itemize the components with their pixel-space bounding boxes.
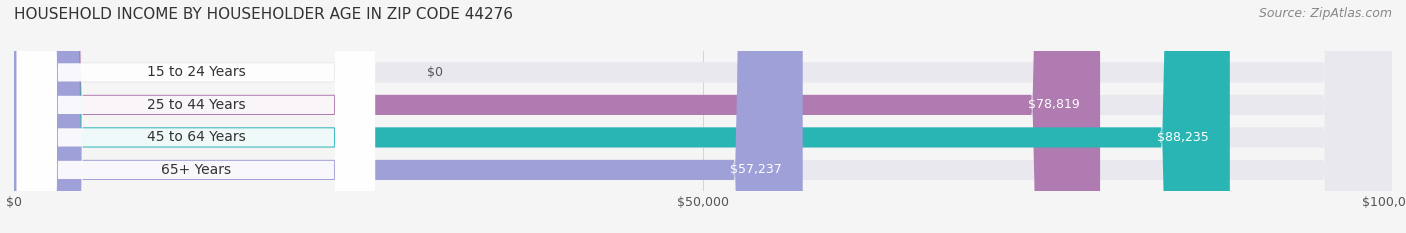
FancyBboxPatch shape <box>14 0 1392 233</box>
Text: 15 to 24 Years: 15 to 24 Years <box>146 65 245 79</box>
Text: HOUSEHOLD INCOME BY HOUSEHOLDER AGE IN ZIP CODE 44276: HOUSEHOLD INCOME BY HOUSEHOLDER AGE IN Z… <box>14 7 513 22</box>
FancyBboxPatch shape <box>17 0 375 233</box>
Text: 65+ Years: 65+ Years <box>160 163 231 177</box>
Text: 45 to 64 Years: 45 to 64 Years <box>146 130 245 144</box>
FancyBboxPatch shape <box>17 0 375 233</box>
Text: $57,237: $57,237 <box>730 163 782 176</box>
FancyBboxPatch shape <box>14 0 1392 233</box>
Text: $88,235: $88,235 <box>1157 131 1209 144</box>
FancyBboxPatch shape <box>14 0 1392 233</box>
FancyBboxPatch shape <box>14 0 1230 233</box>
FancyBboxPatch shape <box>14 0 1392 233</box>
Text: $78,819: $78,819 <box>1028 98 1080 111</box>
FancyBboxPatch shape <box>17 0 375 233</box>
Text: Source: ZipAtlas.com: Source: ZipAtlas.com <box>1258 7 1392 20</box>
Text: $0: $0 <box>427 66 443 79</box>
FancyBboxPatch shape <box>14 0 1099 233</box>
FancyBboxPatch shape <box>14 0 803 233</box>
Text: 25 to 44 Years: 25 to 44 Years <box>146 98 245 112</box>
FancyBboxPatch shape <box>17 0 375 233</box>
